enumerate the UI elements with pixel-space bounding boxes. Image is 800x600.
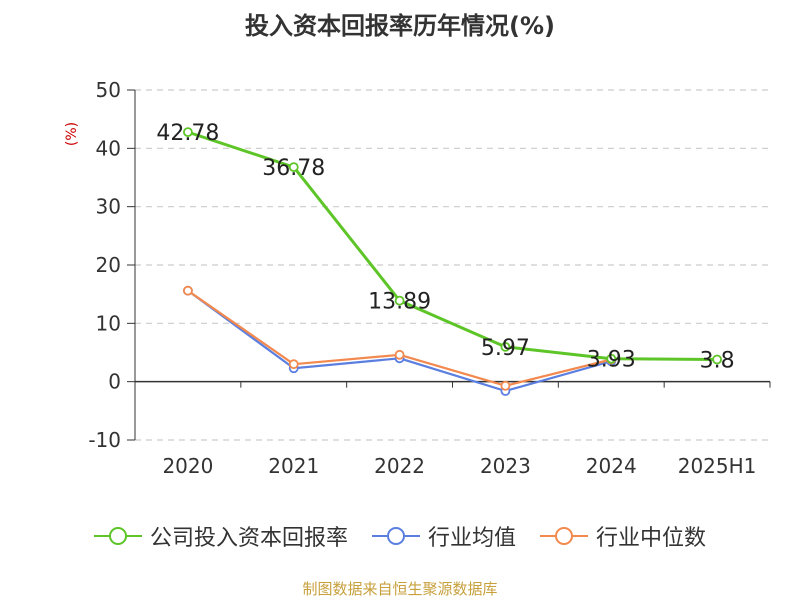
legend-marker-average [371,527,420,545]
data-label: 36.78 [262,156,325,181]
x-tick-label: 2022 [374,454,425,478]
data-label: 3.8 [700,349,735,374]
legend-label-average: 行业均值 [427,526,516,551]
legend-item-median[interactable]: 行业中位数 [540,520,706,552]
y-tick-label: 40 [96,136,121,160]
data-point-2 [500,380,511,391]
x-tick-label: 2023 [480,454,531,478]
line-chart: -10 0 10 20 30 40 50 2020 2021 2022 2023 2024 2025H1… [88,78,771,478]
y-tick-label: 10 [96,311,121,335]
data-point-2 [288,359,299,370]
legend-item-company[interactable]: 公司投入资本回报率 [93,520,348,552]
data-label: 3.93 [587,348,636,373]
series-line-0 [187,130,718,361]
y-tick-label: 30 [96,195,121,219]
data-point-0 [712,354,722,365]
x-tick-label: 2021 [268,454,319,478]
x-tick-label: 2020 [162,454,213,478]
y-tick-label: 50 [96,78,121,102]
x-tick-label: 2025H1 [678,454,757,478]
y-tick-label: 20 [96,253,121,277]
data-point-2 [183,285,193,296]
legend-label-company: 公司投入资本回报率 [149,526,348,551]
y-tick-label: -10 [88,428,121,452]
data-label: 13.89 [368,290,431,315]
x-tick-label: 2024 [586,454,637,478]
data-point-0 [606,353,617,364]
data-point-0 [288,162,299,173]
y-tick-label: 0 [108,370,121,394]
legend-marker-median [540,527,588,545]
legend-marker-company [93,527,142,545]
data-point-0 [183,127,193,138]
chart-title: 投入资本回报率历年情况(%) [245,12,555,40]
legend-item-average[interactable]: 行业均值 [371,520,516,552]
data-point-2 [394,349,405,360]
data-label: 42.78 [156,121,219,146]
data-point-0 [394,295,405,306]
legend: 公司投入资本回报率 行业均值 行业中位数 [0,520,800,552]
legend-label-median: 行业中位数 [596,526,707,551]
data-label: 5.97 [481,336,530,361]
source-note: 制图数据来自恒生聚源数据库 [302,580,498,598]
data-point-0 [500,341,511,352]
